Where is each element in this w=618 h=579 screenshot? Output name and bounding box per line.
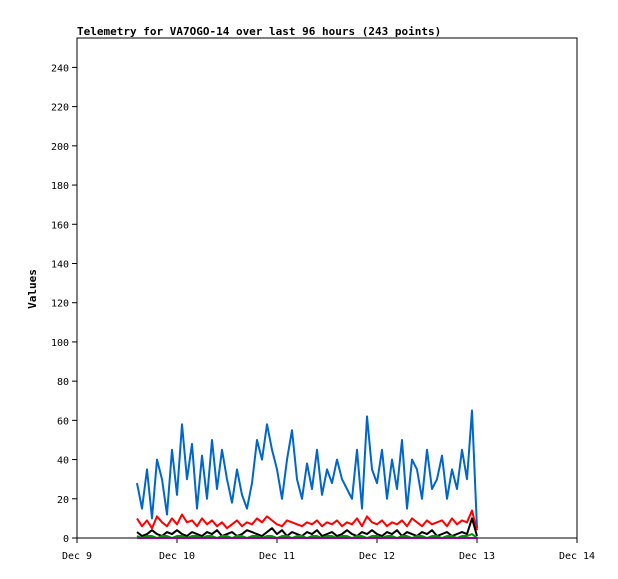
- x-tick-label: Dec 9: [62, 551, 92, 562]
- series-line-2: [136, 509, 478, 531]
- x-tick-label: Dec 14: [559, 551, 595, 562]
- y-axis-ticks: 0 20 40 60 80 100 120 140 160 180 200 220 240: [51, 63, 77, 545]
- y-tick-label: 60: [57, 416, 69, 427]
- y-axis-label: Values: [26, 269, 39, 309]
- y-tick-label: 200: [51, 142, 69, 153]
- x-tick-label: Dec 13: [459, 551, 495, 562]
- y-tick-label: 160: [51, 220, 69, 231]
- chart-title: Telemetry for VA7OGO-14 over last 96 hou…: [77, 25, 441, 38]
- plot-frame: [76, 37, 578, 539]
- y-tick-label: 40: [57, 456, 69, 467]
- y-tick-label: 140: [51, 259, 69, 270]
- series-line-3: [136, 517, 478, 537]
- y-tick-label: 240: [51, 63, 69, 74]
- y-tick-label: 120: [51, 299, 69, 310]
- y-tick-label: 20: [57, 495, 69, 506]
- y-tick-label: 220: [51, 103, 69, 114]
- series-lines: [136, 409, 478, 539]
- x-tick-label: Dec 12: [359, 551, 395, 562]
- y-tick-label: 180: [51, 181, 69, 192]
- y-tick-label: 100: [51, 338, 69, 349]
- y-tick-label: 80: [57, 377, 69, 388]
- x-tick-label: Dec 11: [259, 551, 295, 562]
- series-line-1: [136, 409, 478, 529]
- x-axis-ticks: Dec 9 Dec 10 Dec 11 Dec 12 Dec 13 Dec 14: [62, 538, 595, 562]
- x-tick-label: Dec 10: [159, 551, 195, 562]
- y-tick-label: 0: [63, 534, 69, 545]
